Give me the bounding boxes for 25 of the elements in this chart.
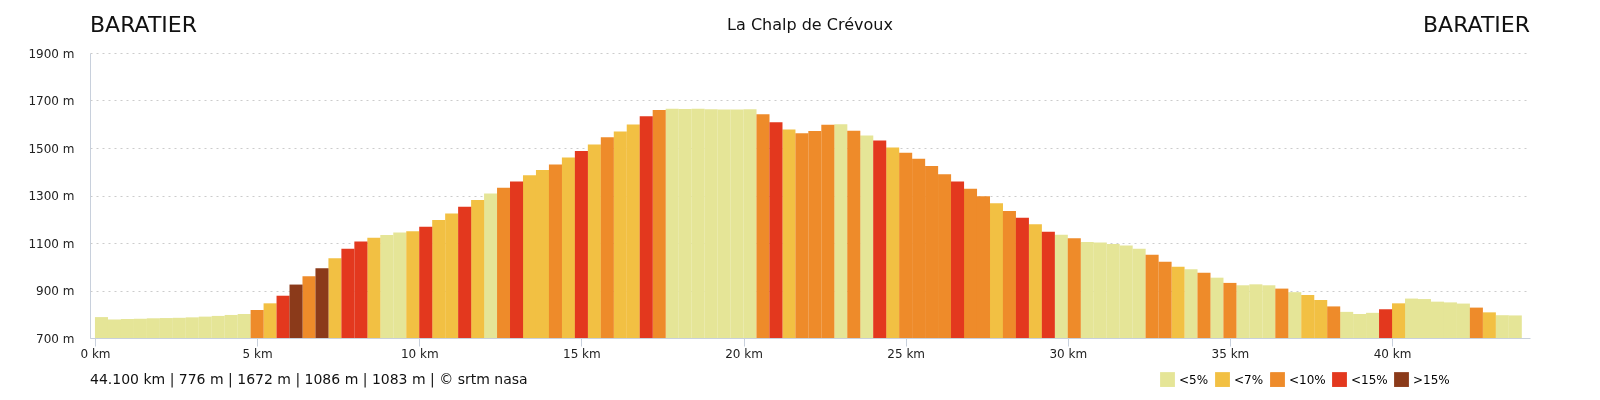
text: BARATIER (1423, 12, 1530, 37)
y-tick-label: 1700 m (28, 94, 75, 108)
x-tick-label: 10 km (400, 346, 439, 361)
y-tick-label: 1100 m (28, 236, 75, 251)
x-tick-label: 30 km (1049, 346, 1088, 361)
y-tick-label: 1500 m (28, 141, 75, 156)
legend-label: <7% (1234, 372, 1264, 387)
x-tick-label: 40 km (1373, 346, 1412, 361)
legend-label: <10% (1289, 372, 1326, 387)
legend-label: <5% (1179, 372, 1209, 387)
legend-label: >15% (1413, 372, 1450, 387)
text: BARATIER (90, 12, 197, 37)
text: 44.100 km | 776 m | 1672 m | 1086 m | 1083 m | © srtm nasa (90, 371, 528, 388)
y-tick-label: 1300 m (28, 189, 75, 203)
x-tick-label: 0 km (80, 346, 111, 361)
y-tick-label: 900 m (36, 284, 75, 298)
x-tick-label: 20 km (725, 346, 763, 361)
y-tick-label: 1900 m (28, 46, 75, 61)
x-tick-label: 15 km (563, 346, 601, 361)
chart-title: La Chalp de Crévoux (727, 15, 893, 34)
x-tick-label: 25 km (887, 346, 926, 361)
y-tick-label: 700 m (36, 331, 75, 346)
legend-label: <15% (1351, 372, 1388, 387)
x-tick-label: 35 km (1211, 346, 1250, 361)
x-tick-label: 5 km (242, 346, 273, 361)
